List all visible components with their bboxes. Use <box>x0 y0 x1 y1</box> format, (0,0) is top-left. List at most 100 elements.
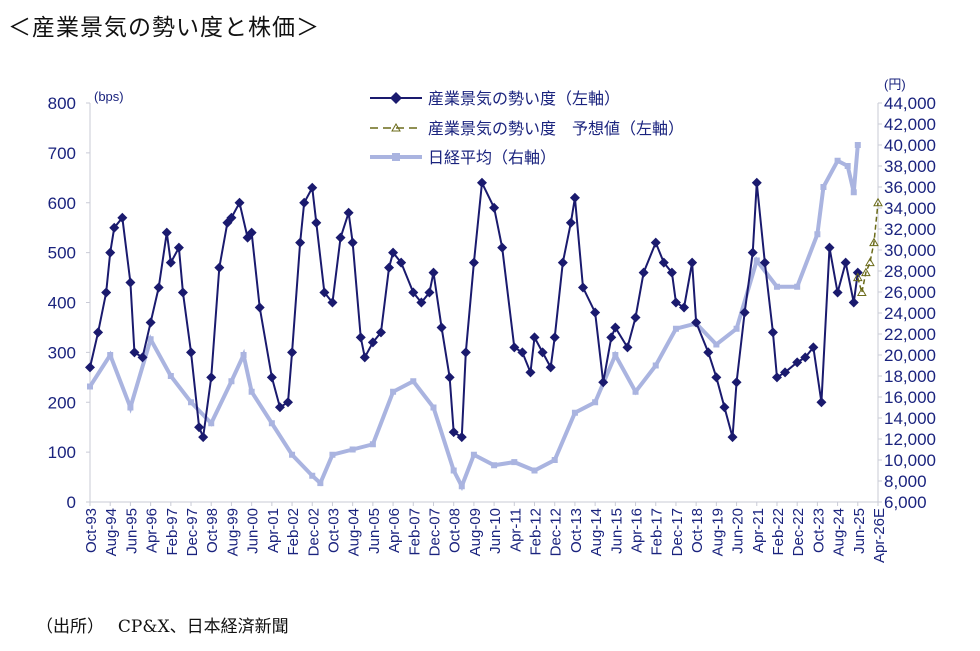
momentum-point <box>598 377 609 388</box>
nikkei-point <box>289 451 296 458</box>
right-tick-label: 8,000 <box>884 472 927 491</box>
left-tick-label: 800 <box>48 94 76 113</box>
plot-area: 0 100 200 300 400 500 600 700 800 (bps) 6,000 8,000… <box>48 77 936 563</box>
momentum-point <box>545 362 556 373</box>
nikkei-point <box>208 420 215 427</box>
x-tick-label: Oct-23 <box>810 508 827 553</box>
nikkei-point <box>814 231 821 238</box>
forecast-point <box>869 237 879 247</box>
momentum-point <box>650 237 661 248</box>
momentum-point <box>93 327 104 338</box>
nikkei-point <box>240 352 247 358</box>
momentum-point <box>444 372 455 383</box>
right-tick-label: 40,000 <box>884 136 936 155</box>
momentum-point <box>747 247 758 258</box>
momentum-point <box>537 347 548 358</box>
x-tick-label: Jun-20 <box>730 508 747 554</box>
momentum-point <box>101 287 112 298</box>
legend: 産業景気の勢い度（左軸） 産業景気の勢い度 予想値（左軸） 日経平均（右軸） <box>370 89 684 167</box>
momentum-point <box>327 297 338 308</box>
momentum-point <box>630 312 641 323</box>
momentum-point <box>129 347 140 358</box>
x-tick-label: Dec-12 <box>548 508 565 556</box>
momentum-point <box>266 372 277 383</box>
right-tick-label: 10,000 <box>884 451 936 470</box>
left-axis-unit: (bps) <box>94 89 124 104</box>
nikkei-point <box>491 462 498 469</box>
left-tick-label: 600 <box>48 194 76 213</box>
x-tick-label: Jun-05 <box>366 508 383 554</box>
momentum-point <box>117 212 128 223</box>
momentum-point <box>165 257 176 268</box>
source-note: （出所） CP&X、日本経済新聞 <box>36 617 289 637</box>
nikkei-point <box>470 451 477 458</box>
nikkei-point <box>188 399 195 406</box>
x-tick-label: Dec-07 <box>426 508 443 556</box>
nikkei-point <box>531 467 538 474</box>
momentum-point <box>638 267 649 278</box>
right-tick-label: 16,000 <box>884 388 936 407</box>
nikkei-point <box>147 336 154 343</box>
nikkei-point <box>733 325 740 332</box>
momentum-point <box>739 307 750 318</box>
nikkei-point <box>87 383 93 390</box>
left-tick-label: 400 <box>48 294 76 313</box>
momentum-point <box>198 432 209 443</box>
left-tick-label: 300 <box>48 343 76 362</box>
momentum-point <box>105 247 116 258</box>
right-tick-label: 42,000 <box>884 115 936 134</box>
x-tick-label: Jun-25 <box>851 508 868 554</box>
x-tick-label: Apr-01 <box>265 508 282 553</box>
nikkei-point <box>248 388 255 395</box>
momentum-point <box>670 297 681 308</box>
left-tick-label: 0 <box>67 493 76 512</box>
left-tick-label: 200 <box>48 393 76 412</box>
momentum-point <box>311 217 322 228</box>
momentum-point <box>186 347 197 358</box>
momentum-point <box>109 222 120 233</box>
x-tick-label: Apr-11 <box>507 508 524 552</box>
momentum-point <box>295 237 306 248</box>
x-tick-label: Dec-22 <box>790 508 807 556</box>
momentum-point <box>254 302 265 313</box>
x-tick-label: Aug-99 <box>224 508 241 556</box>
momentum-point <box>565 217 576 228</box>
momentum-point <box>557 257 568 268</box>
x-tick-label: Aug-19 <box>709 508 726 556</box>
momentum-point <box>771 372 782 383</box>
right-tick-label: 28,000 <box>884 262 936 281</box>
right-tick-label: 24,000 <box>884 304 936 323</box>
momentum-point <box>145 317 156 328</box>
right-tick-label: 6,000 <box>884 493 927 512</box>
nikkei-point <box>854 142 861 148</box>
x-tick-label: Oct-08 <box>447 508 464 553</box>
nikkei-point <box>309 472 316 479</box>
momentum-point <box>509 342 520 353</box>
momentum-point <box>85 362 95 373</box>
momentum-point <box>173 242 184 253</box>
right-tick-label: 18,000 <box>884 367 936 386</box>
momentum-point <box>137 352 148 363</box>
momentum-point <box>569 192 580 203</box>
x-tick-label: Jun-00 <box>245 508 262 554</box>
right-tick-label: 44,000 <box>884 94 936 113</box>
forecast-point <box>852 272 863 282</box>
momentum-point <box>367 337 378 348</box>
momentum-point <box>307 182 318 193</box>
momentum-point <box>622 342 633 353</box>
momentum-point <box>679 302 690 313</box>
momentum-point <box>808 342 819 353</box>
momentum-point <box>517 347 528 358</box>
momentum-point <box>460 347 471 358</box>
nikkei-point <box>672 325 679 332</box>
x-tick-label: Dec-17 <box>669 508 686 556</box>
momentum-point <box>489 202 500 213</box>
momentum-point <box>396 257 407 268</box>
nikkei-point <box>773 283 780 290</box>
nikkei-point <box>511 459 518 466</box>
x-tick-label: Oct-13 <box>568 508 585 553</box>
momentum-point <box>416 297 427 308</box>
momentum-point <box>283 397 294 408</box>
momentum-point <box>497 242 508 253</box>
momentum-point <box>436 322 447 333</box>
